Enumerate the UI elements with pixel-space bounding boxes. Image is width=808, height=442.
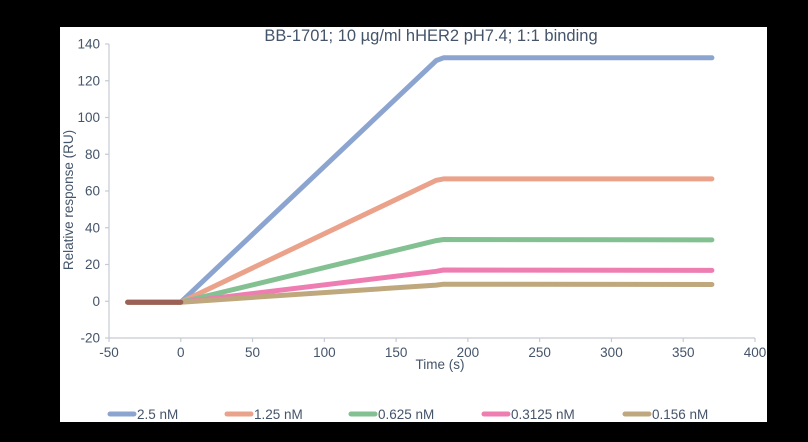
x-tick-label: 200 bbox=[457, 345, 480, 360]
y-tick-label: 20 bbox=[85, 257, 100, 272]
legend-label: 0.625 nM bbox=[378, 407, 434, 422]
x-tick-label: -50 bbox=[99, 345, 119, 360]
x-axis-title: Time (s) bbox=[416, 357, 465, 372]
legend-label: 1.25 nM bbox=[254, 407, 303, 422]
legend-label: 2.5 nM bbox=[137, 407, 178, 422]
y-tick-label: 0 bbox=[92, 294, 100, 309]
legend-item: 0.625 nM bbox=[348, 407, 434, 422]
legend-item: 1.25 nM bbox=[224, 407, 303, 422]
legend-item: 0.156 nM bbox=[622, 407, 708, 422]
axes: -20 0 20 40 60 80 100 120 140 -50 0 50 100 150 200 250 3… bbox=[77, 37, 766, 361]
y-tick-label: 140 bbox=[77, 37, 100, 52]
y-tick-label: -20 bbox=[80, 331, 100, 346]
legend: 2.5 nM 1.25 nM 0.625 nM 0.3125 nM 0.156 nM bbox=[107, 407, 708, 422]
x-tick-label: 100 bbox=[313, 345, 336, 360]
x-tick-label: 150 bbox=[385, 345, 408, 360]
y-tick-label: 100 bbox=[77, 110, 100, 125]
x-tick-label: 250 bbox=[528, 345, 551, 360]
y-axis-title: Relative response (RU) bbox=[61, 130, 76, 270]
y-tick-label: 80 bbox=[85, 147, 100, 162]
legend-item: 0.3125 nM bbox=[481, 407, 575, 422]
legend-item: 2.5 nM bbox=[107, 407, 178, 422]
x-tick-label: 350 bbox=[672, 345, 695, 360]
chart-panel: BB-1701; 10 µg/ml hHER2 pH7.4; 1:1 bindi… bbox=[60, 27, 767, 422]
x-tick-label: 0 bbox=[177, 345, 185, 360]
x-tick-label: 50 bbox=[245, 345, 260, 360]
x-tick-label: 300 bbox=[600, 345, 623, 360]
y-tick-label: 60 bbox=[85, 184, 100, 199]
y-tick-label: 120 bbox=[77, 73, 100, 88]
legend-label: 0.3125 nM bbox=[511, 407, 575, 422]
binding-sensorgram-chart: BB-1701; 10 µg/ml hHER2 pH7.4; 1:1 bindi… bbox=[61, 27, 766, 422]
series-lines bbox=[125, 55, 715, 305]
legend-label: 0.156 nM bbox=[652, 407, 708, 422]
y-tick-label: 40 bbox=[85, 220, 100, 235]
x-tick-label: 400 bbox=[744, 345, 767, 360]
chart-title: BB-1701; 10 µg/ml hHER2 pH7.4; 1:1 bindi… bbox=[264, 27, 597, 45]
